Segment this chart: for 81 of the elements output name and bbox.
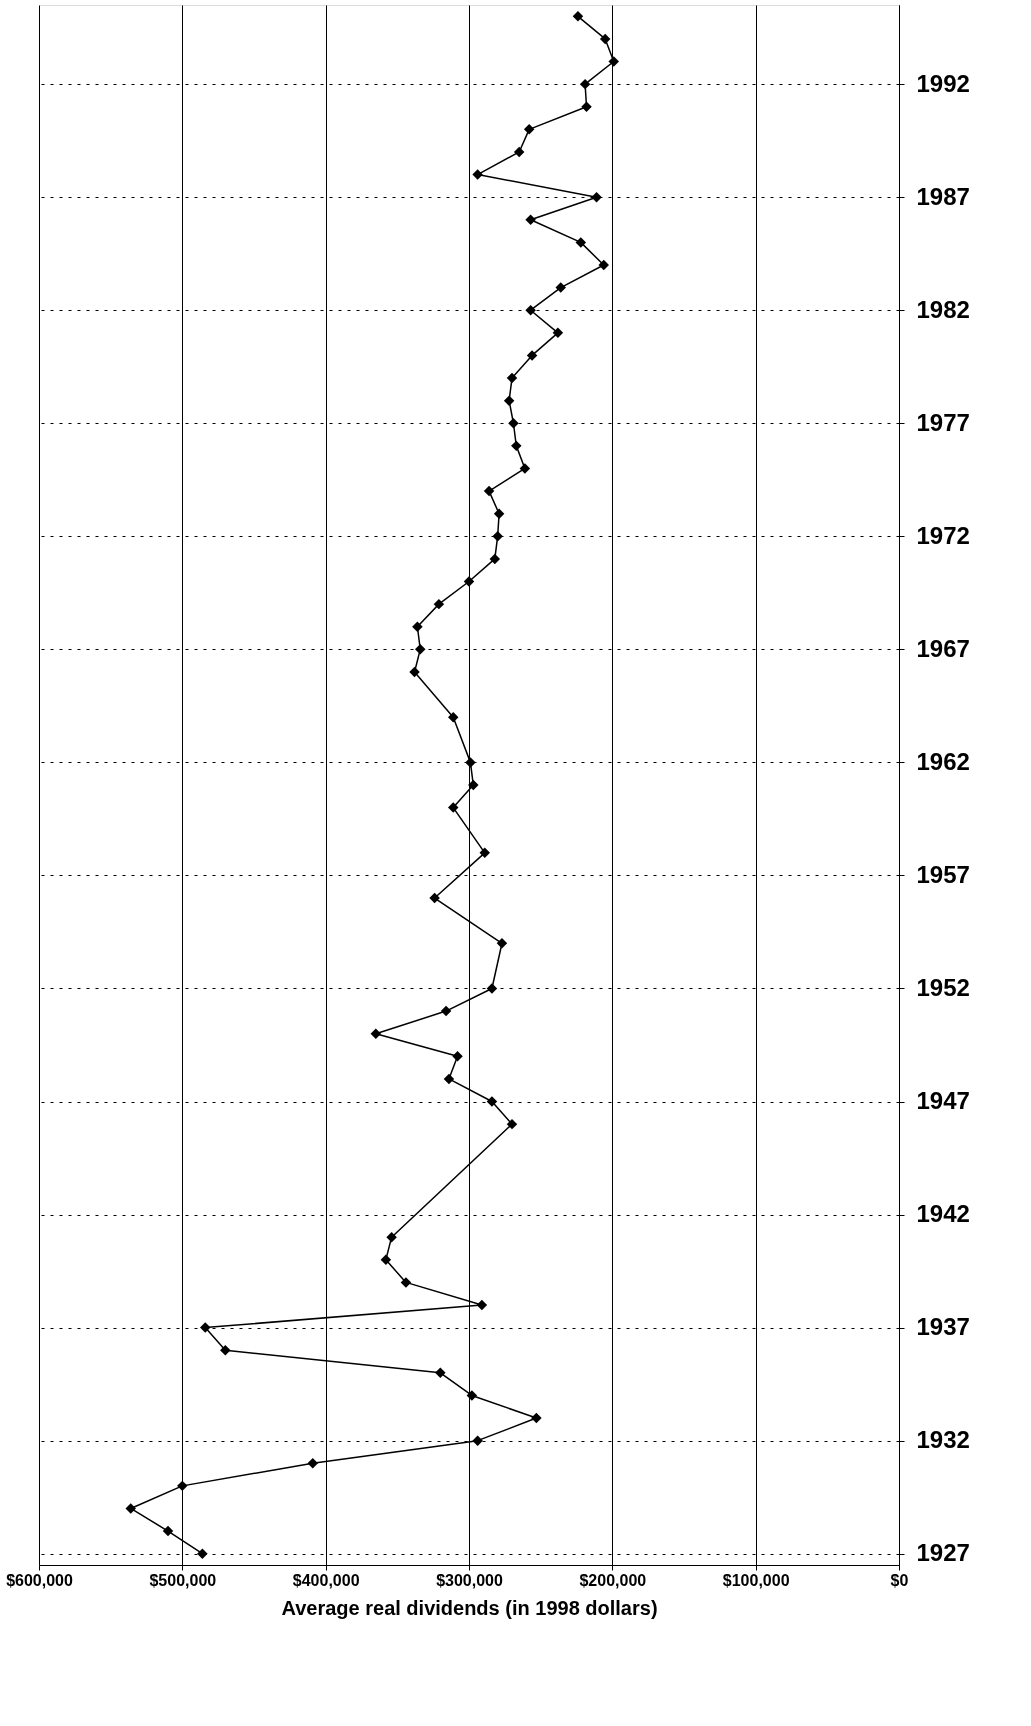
point [386, 1231, 397, 1243]
point [200, 1322, 211, 1333]
point [555, 282, 566, 293]
point [572, 11, 584, 22]
point [463, 576, 475, 587]
point [511, 440, 522, 452]
y-tick-label: 1947 [916, 1087, 970, 1115]
y-tick-label: 1967 [916, 634, 970, 662]
point [608, 56, 620, 67]
point [513, 146, 525, 158]
y-tick-label: 1972 [916, 521, 970, 549]
point [486, 983, 498, 994]
point [591, 191, 602, 203]
point [443, 1073, 455, 1085]
point [380, 1254, 392, 1266]
point [575, 237, 587, 248]
point [447, 711, 459, 723]
y-tick-label: 1982 [916, 295, 970, 323]
point [435, 1367, 446, 1379]
point [476, 1299, 488, 1311]
x-tick-label: $500,000 [149, 1571, 217, 1589]
point [409, 666, 420, 678]
y-tick-label: 1937 [916, 1313, 970, 1341]
y-tick-label: 1987 [916, 182, 970, 210]
point [579, 78, 591, 90]
y-tick-label: 1957 [916, 860, 970, 888]
x-axis-title: Average real dividends (in 1998 dollars) [281, 1596, 658, 1619]
point [489, 553, 501, 565]
point [429, 892, 440, 904]
point [452, 1051, 463, 1062]
point [400, 1277, 412, 1288]
point [483, 485, 495, 497]
y-tick-label: 1952 [916, 973, 970, 1001]
point [412, 621, 423, 632]
point [599, 33, 611, 45]
point [523, 124, 535, 135]
point [472, 1435, 483, 1446]
point [486, 1096, 498, 1107]
point [220, 1344, 231, 1356]
point [496, 938, 508, 949]
x-tick-label: $0 [890, 1571, 909, 1589]
y-tick-label: 1962 [916, 747, 970, 775]
point [479, 847, 491, 859]
point [525, 214, 536, 226]
x-tick-label: $600,000 [6, 1571, 73, 1589]
point [440, 1005, 452, 1017]
point [447, 802, 459, 813]
y-tick-label: 1977 [916, 408, 970, 436]
point [503, 395, 515, 406]
y-tick-label: 1932 [916, 1426, 970, 1454]
point [177, 1480, 188, 1492]
point [197, 1548, 208, 1559]
point [581, 101, 592, 112]
point [415, 644, 426, 655]
y-tick-label: 1927 [916, 1539, 970, 1567]
point [552, 327, 564, 339]
point [508, 418, 519, 429]
point [307, 1458, 319, 1469]
point [468, 779, 479, 791]
point [506, 1118, 518, 1130]
y-tick-label: 1942 [916, 1200, 970, 1228]
point [472, 169, 483, 180]
point [519, 463, 531, 474]
x-tick-label: $400,000 [292, 1571, 360, 1589]
point [162, 1525, 174, 1537]
point [492, 531, 503, 542]
point [531, 1412, 542, 1424]
y-tick-label: 1992 [916, 69, 970, 97]
point [465, 757, 476, 768]
point [598, 259, 609, 271]
point [370, 1028, 382, 1039]
point [433, 598, 445, 610]
point [526, 350, 538, 361]
point [506, 372, 518, 384]
point [125, 1503, 136, 1514]
point [466, 1390, 478, 1401]
x-tick-label: $300,000 [436, 1571, 503, 1589]
x-tick-label: $100,000 [722, 1571, 790, 1589]
point [493, 508, 505, 519]
x-tick-label: $200,000 [579, 1571, 647, 1589]
point [525, 304, 536, 316]
